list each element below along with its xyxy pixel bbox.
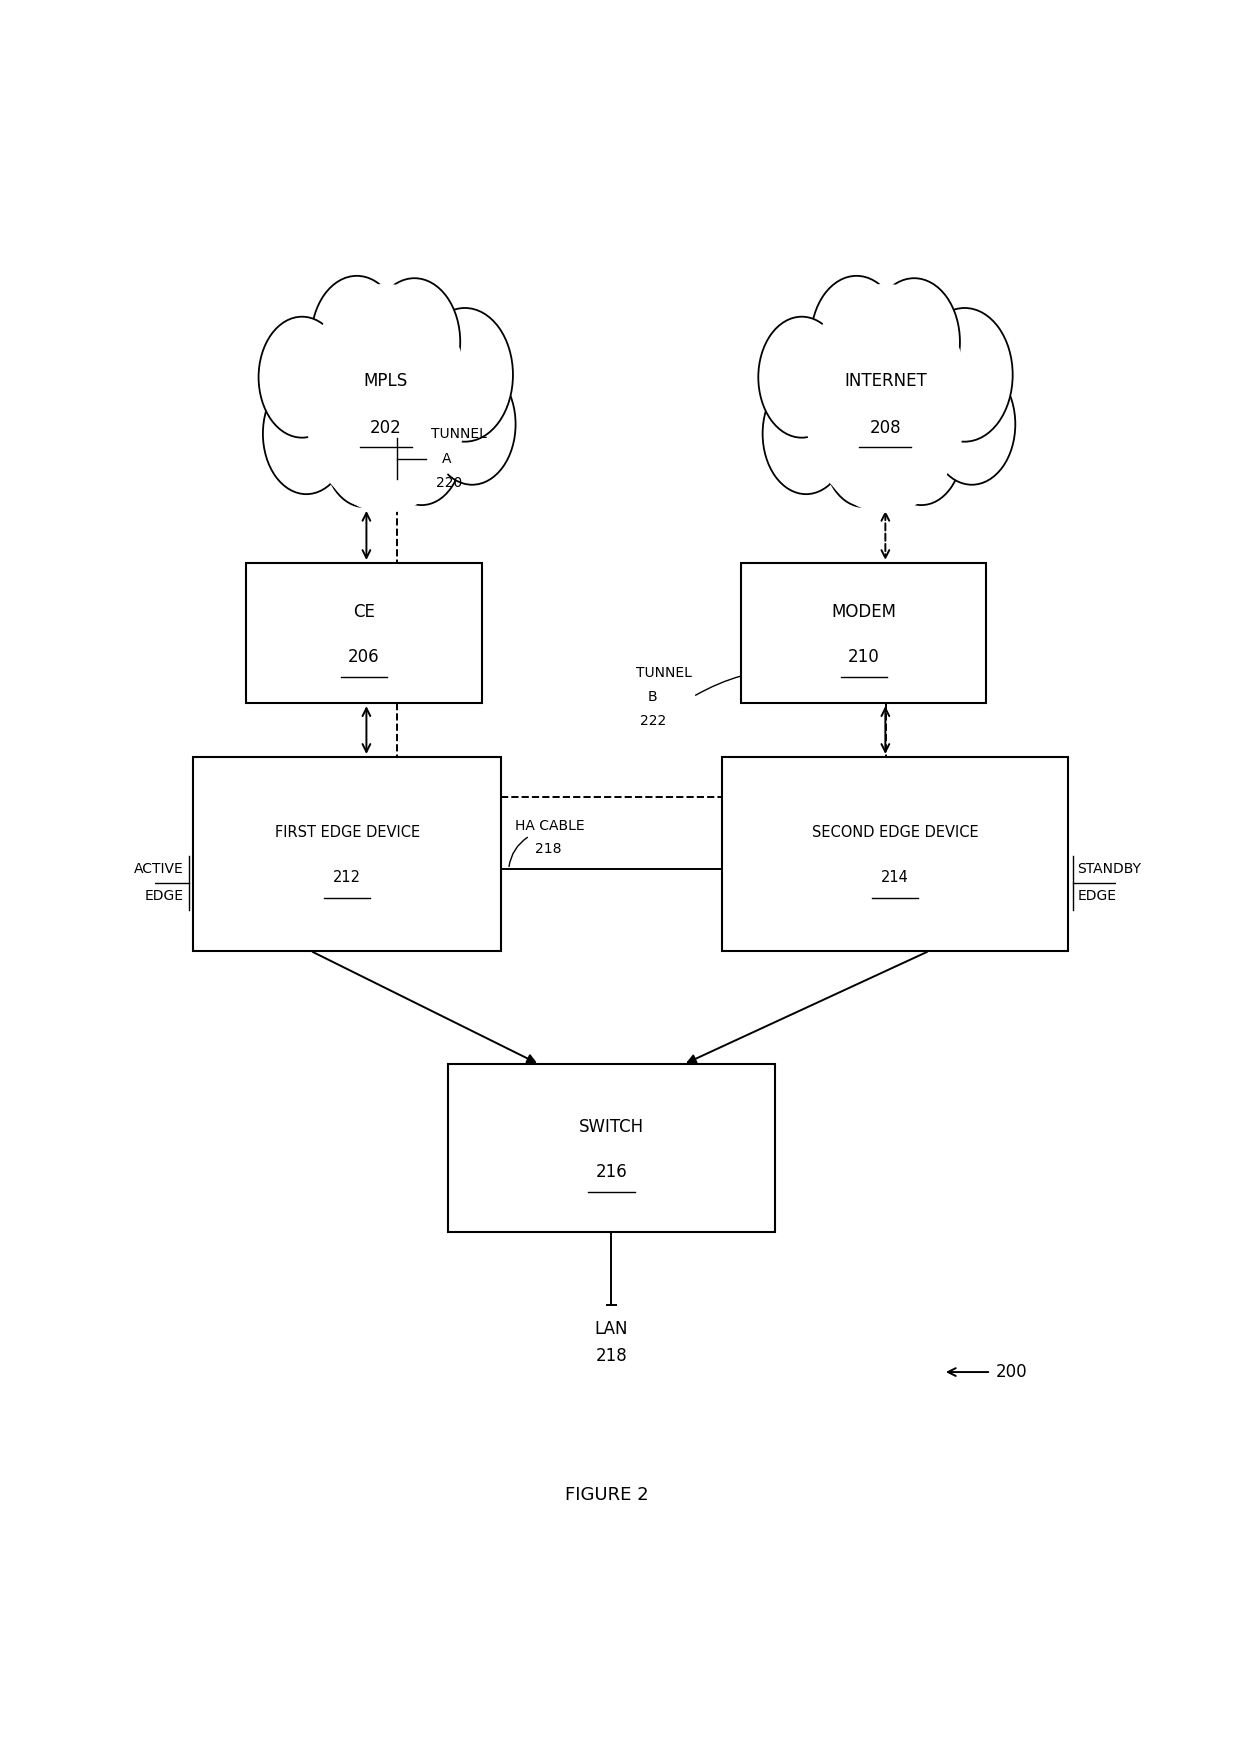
- Text: 210: 210: [848, 648, 879, 667]
- Circle shape: [381, 391, 463, 505]
- Text: FIRST EDGE DEVICE: FIRST EDGE DEVICE: [274, 825, 420, 841]
- Circle shape: [324, 396, 404, 507]
- Bar: [742, 563, 986, 703]
- Text: INTERNET: INTERNET: [844, 372, 926, 391]
- Text: 222: 222: [640, 714, 667, 728]
- Text: 206: 206: [348, 648, 379, 667]
- Circle shape: [304, 283, 467, 512]
- Circle shape: [916, 307, 1013, 441]
- Text: 214: 214: [882, 870, 909, 886]
- Circle shape: [311, 276, 403, 403]
- Bar: [193, 757, 501, 950]
- Text: 218: 218: [534, 842, 560, 856]
- Text: 208: 208: [869, 419, 901, 436]
- Circle shape: [804, 283, 967, 512]
- Text: EDGE: EDGE: [145, 889, 184, 903]
- Circle shape: [763, 373, 849, 493]
- Text: 212: 212: [334, 870, 361, 886]
- Text: FIGURE 2: FIGURE 2: [565, 1487, 649, 1504]
- Circle shape: [759, 316, 846, 438]
- Circle shape: [823, 396, 904, 507]
- Circle shape: [259, 316, 346, 438]
- Text: A: A: [443, 452, 451, 466]
- Bar: [722, 757, 1068, 950]
- Circle shape: [929, 363, 1016, 485]
- Text: LAN: LAN: [595, 1320, 629, 1337]
- Text: 202: 202: [370, 419, 402, 436]
- Text: SECOND EDGE DEVICE: SECOND EDGE DEVICE: [812, 825, 978, 841]
- Circle shape: [263, 373, 350, 493]
- Text: STANDBY: STANDBY: [1078, 863, 1142, 877]
- Circle shape: [868, 278, 960, 405]
- Text: 200: 200: [996, 1364, 1028, 1381]
- Circle shape: [368, 278, 460, 405]
- Text: TUNNEL: TUNNEL: [635, 665, 692, 679]
- Text: 220: 220: [435, 476, 461, 490]
- Circle shape: [880, 391, 962, 505]
- Circle shape: [811, 276, 903, 403]
- Circle shape: [429, 363, 516, 485]
- Text: B: B: [649, 690, 657, 703]
- Circle shape: [417, 307, 513, 441]
- Text: SWITCH: SWITCH: [579, 1117, 644, 1136]
- Text: 216: 216: [595, 1164, 627, 1181]
- Text: 218: 218: [595, 1346, 627, 1365]
- Text: MPLS: MPLS: [363, 372, 408, 391]
- Text: HA CABLE: HA CABLE: [516, 820, 585, 834]
- Text: CE: CE: [353, 603, 374, 620]
- Text: MODEM: MODEM: [831, 603, 897, 620]
- Text: TUNNEL: TUNNEL: [430, 427, 486, 441]
- Bar: [247, 563, 481, 703]
- Bar: [448, 1065, 775, 1232]
- Text: EDGE: EDGE: [1078, 889, 1116, 903]
- Text: ACTIVE: ACTIVE: [134, 863, 184, 877]
